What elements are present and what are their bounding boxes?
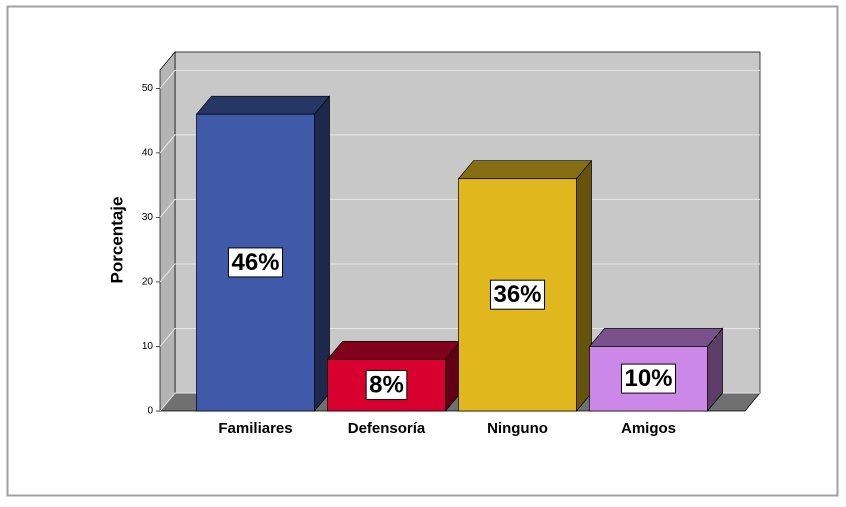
y-axis-label: Porcentaje [107, 197, 126, 284]
x-tick-label: Familiares [218, 420, 292, 437]
y-tick-label: 50 [142, 83, 154, 94]
y-tick-label: 10 [142, 341, 154, 352]
bar-top [588, 328, 724, 347]
y-tick-label: 0 [147, 406, 153, 417]
x-tick-label: Defensoría [348, 420, 426, 437]
data-label: 10% [624, 365, 672, 392]
y-tick-label: 30 [142, 212, 154, 223]
data-label: 46% [231, 249, 279, 276]
bar-top [326, 341, 462, 360]
y-tick-label: 40 [142, 148, 154, 159]
x-tick-label: Ninguno [487, 420, 548, 437]
grid-line [159, 134, 760, 154]
data-label: 36% [493, 281, 541, 308]
x-tick-label: Amigos [621, 420, 676, 437]
label-box [489, 279, 546, 310]
y-tick-label: 20 [142, 277, 154, 288]
label-box [227, 247, 284, 278]
bar-top [195, 95, 331, 115]
grid-line [159, 69, 760, 89]
bar-top [457, 160, 593, 180]
label-box [620, 363, 677, 394]
side-wall [159, 51, 176, 412]
data-label: 8% [369, 372, 404, 399]
label-box [365, 370, 408, 401]
